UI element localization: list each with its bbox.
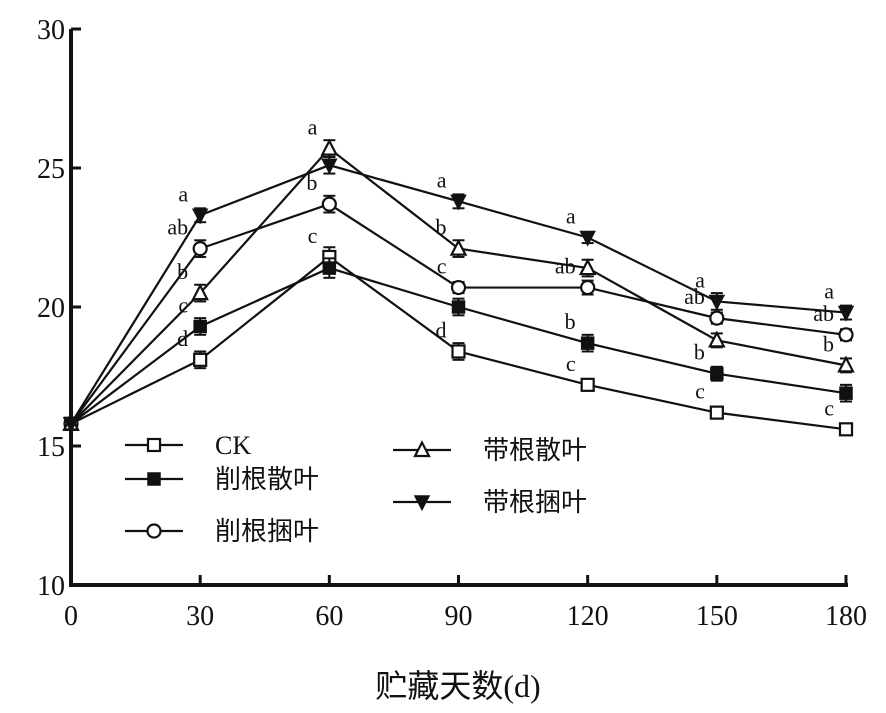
legend-marker <box>146 437 162 453</box>
data-point <box>450 194 467 211</box>
data-point <box>710 366 724 381</box>
significance-label: b <box>694 340 705 365</box>
significance-label: b <box>436 215 447 240</box>
data-point <box>709 310 725 326</box>
data-point <box>579 230 596 247</box>
significance-label: ab <box>684 284 705 309</box>
significance-label: c <box>566 351 576 376</box>
legend-item-1: CK <box>125 431 251 460</box>
significance-label: d <box>177 326 188 351</box>
data-point <box>321 196 337 212</box>
data-point <box>837 355 855 373</box>
y-tick-label: 10 <box>37 571 65 602</box>
legend-item-4: 带根散叶 <box>393 436 587 465</box>
significance-label: a <box>695 267 705 292</box>
data-point <box>580 377 595 392</box>
data-point <box>449 238 468 256</box>
x-tick-label: 150 <box>696 601 738 632</box>
legend-marker <box>413 495 431 512</box>
data-point <box>320 138 339 156</box>
data-point <box>580 279 596 296</box>
significance-label: a <box>566 204 576 229</box>
significance-label: c <box>437 254 447 279</box>
y-tick-label: 20 <box>37 293 65 324</box>
data-point <box>191 208 209 225</box>
data-point <box>450 279 467 296</box>
significance-label: d <box>436 317 447 342</box>
legend-marker <box>147 472 161 486</box>
data-point <box>838 327 854 343</box>
axes: 10 15 20 25 30 0 30 60 90 120 150 180 <box>37 15 867 632</box>
legend-marker <box>413 440 431 458</box>
data-point <box>193 319 207 334</box>
significance-label: c <box>695 379 705 404</box>
significance-label: c <box>178 292 188 317</box>
data-point <box>322 261 337 275</box>
data-point <box>192 241 208 257</box>
significance-label: b <box>177 259 188 284</box>
legend-label: 削根散叶 <box>215 465 319 494</box>
y-tick-label: 30 <box>37 15 65 46</box>
data-point <box>451 344 466 359</box>
data-point <box>838 422 854 437</box>
legend-label: 带根捆叶 <box>483 488 587 517</box>
data-point <box>839 386 853 400</box>
x-axis-title: 贮藏天数(d) <box>375 668 540 704</box>
x-tick-label: 90 <box>445 601 473 632</box>
data-point <box>709 405 724 420</box>
significance-label: a <box>824 279 834 304</box>
x-tick-label: 0 <box>64 601 78 632</box>
y-tick-label: 15 <box>37 432 65 463</box>
significance-label: ab <box>555 254 576 279</box>
data-point <box>191 283 209 301</box>
significance-label: c <box>308 223 318 248</box>
legend-item-3: 削根捆叶 <box>125 517 319 546</box>
series-4 <box>62 138 855 431</box>
legend-item-5: 带根捆叶 <box>393 488 587 517</box>
legend-label: 削根捆叶 <box>215 517 319 546</box>
significance-label: ab <box>813 301 834 326</box>
data-point <box>451 300 466 314</box>
series-5 <box>62 155 855 433</box>
significance-label: b <box>565 309 576 334</box>
x-tick-label: 60 <box>315 601 343 632</box>
legend-label: CK <box>215 431 251 460</box>
data-point <box>837 305 855 322</box>
y-tick-label: 25 <box>37 154 65 185</box>
legend-label: 带根散叶 <box>483 436 587 465</box>
significance-label: b <box>823 331 834 356</box>
x-tick-label: 120 <box>567 601 609 632</box>
series-layer <box>62 138 855 437</box>
data-point <box>708 330 726 348</box>
significance-label: b <box>306 170 317 195</box>
data-point <box>580 336 595 350</box>
data-point <box>578 258 597 276</box>
legend-item-2: 削根散叶 <box>125 465 319 494</box>
data-point <box>321 158 338 175</box>
significance-label: a <box>178 181 188 206</box>
data-point <box>62 417 80 433</box>
significance-label: a <box>437 167 447 192</box>
x-tick-label: 30 <box>186 601 214 632</box>
data-point <box>708 294 726 311</box>
significance-label: ab <box>167 215 188 240</box>
significance-label: a <box>308 115 318 140</box>
data-point <box>193 352 208 367</box>
x-tick-label: 180 <box>825 601 867 632</box>
legend-marker <box>146 523 162 539</box>
significance-label: c <box>824 395 834 420</box>
